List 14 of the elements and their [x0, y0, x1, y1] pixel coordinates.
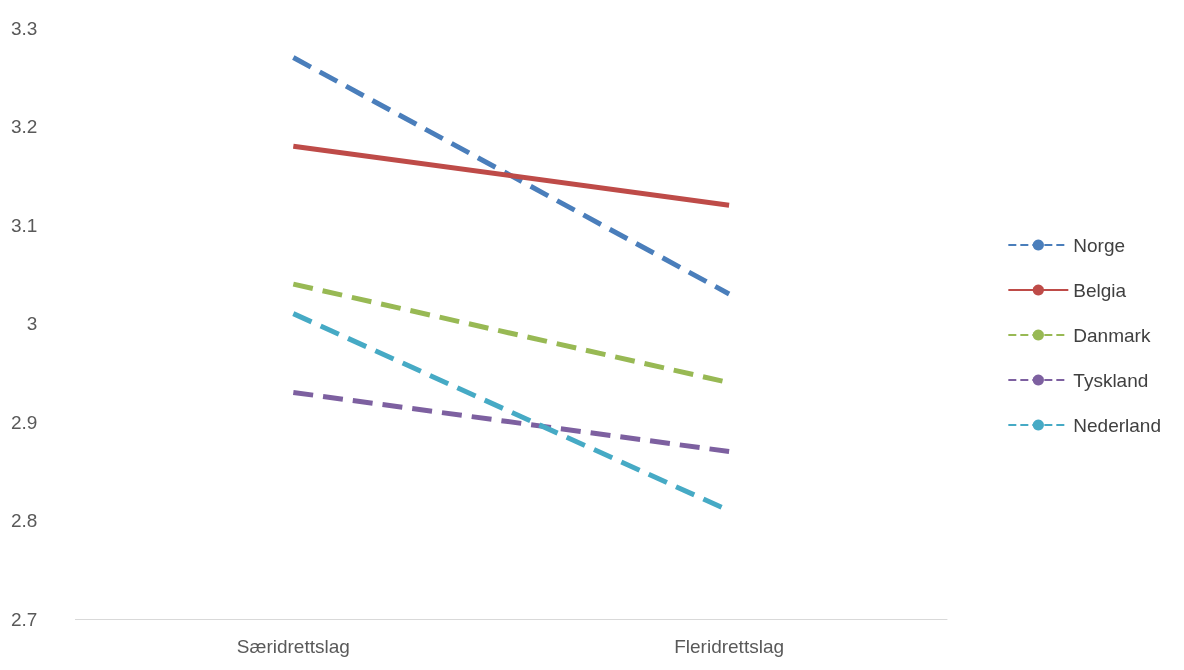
legend-label: Nederland — [1073, 414, 1161, 436]
legend-label: Danmark — [1073, 324, 1151, 346]
legend-label: Tyskland — [1073, 369, 1149, 391]
y-tick-label: 3.1 — [10, 214, 38, 236]
y-tick-label: 3 — [26, 313, 38, 334]
y-tick-label: 2.8 — [10, 510, 38, 531]
x-tick-label: Fleridrettslag — [674, 636, 785, 657]
y-tick-label: 2.9 — [10, 411, 38, 433]
legend-label: Belgia — [1073, 279, 1127, 301]
y-tick-label: 3.2 — [10, 116, 38, 137]
legend-label: Norge — [1073, 234, 1126, 256]
x-tick-label: Særidrettslag — [236, 636, 350, 657]
y-tick-label: 3.3 — [10, 17, 38, 39]
y-tick-label: 2.7 — [10, 608, 38, 630]
